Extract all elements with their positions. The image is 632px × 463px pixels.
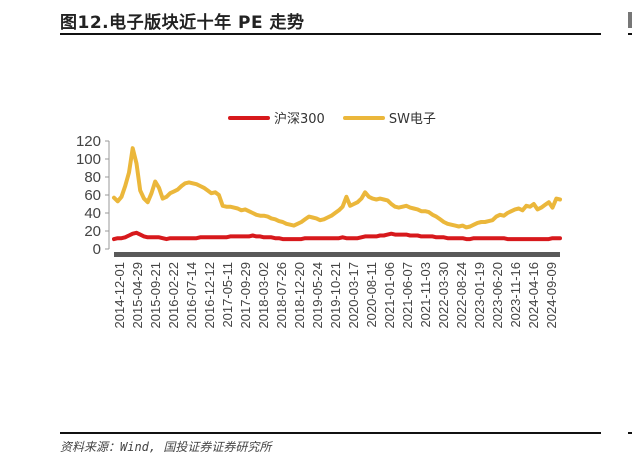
- x-tick-label: 2022-03-30: [436, 262, 451, 329]
- y-tick-label: 60: [84, 187, 101, 204]
- x-tick-label: 2014-12-01: [112, 262, 127, 329]
- x-tick-label: 2018-12-20: [292, 262, 307, 329]
- y-tick-label: 0: [93, 241, 101, 258]
- legend-label-csi300: 沪深300: [274, 112, 325, 127]
- x-tick-label: 2018-03-02: [256, 262, 271, 329]
- x-tick-label: 2015-04-29: [130, 262, 145, 329]
- y-tick-label: 120: [76, 133, 101, 150]
- x-tick-label: 2019-10-21: [328, 262, 343, 329]
- x-tick-label: 2017-09-29: [238, 262, 253, 329]
- y-tick-label: 80: [84, 169, 101, 186]
- footer-divider: [60, 432, 601, 434]
- x-tick-label: 2017-05-11: [220, 262, 235, 328]
- legend-swatch-csi300: [228, 115, 270, 120]
- title-divider: [60, 33, 601, 35]
- series-line-csi300: [112, 230, 562, 242]
- y-tick-label: 100: [76, 151, 101, 168]
- adjacent-figure-edge: [628, 12, 632, 28]
- y-tick-label: 20: [84, 223, 101, 240]
- adjacent-footer-divider: [628, 432, 632, 434]
- y-tick-label: 40: [84, 205, 101, 222]
- chart-legend: 沪深300 SW电子: [228, 108, 454, 127]
- x-tick-label: 2021-01-06: [382, 262, 397, 329]
- x-tick-label: 2020-08-11: [364, 262, 379, 328]
- x-tick-label: 2021-06-07: [400, 262, 415, 329]
- legend-item-sw-electronics: SW电子: [342, 108, 436, 127]
- x-tick-label: 2023-06-20: [490, 262, 505, 329]
- x-tick-label: 2020-03-17: [346, 262, 361, 329]
- legend-label-sw-electronics: SW电子: [388, 112, 436, 127]
- x-tick-label: 2024-09-09: [544, 262, 559, 329]
- x-tick-label: 2023-11-16: [508, 262, 523, 328]
- source-note: 资料来源：Wind, 国投证券证券研究所: [60, 440, 272, 454]
- x-tick-label: 2018-07-26: [274, 262, 289, 329]
- x-tick-label: 2016-07-14: [184, 262, 199, 329]
- x-tick-label: 2022-08-24: [454, 262, 469, 329]
- x-tick-label: 2023-01-19: [472, 262, 487, 329]
- x-axis-labels: 2014-12-01 2015-04-29 2015-09-21 2016-02-22…: [112, 262, 559, 329]
- x-axis-bar: [114, 252, 560, 257]
- x-tick-label: 2021-11-03: [418, 262, 433, 328]
- adjacent-title-divider: [628, 33, 632, 35]
- legend-swatch-sw-electronics: [342, 115, 385, 120]
- x-tick-label: 2016-12-12: [202, 262, 217, 329]
- series-layer: [112, 146, 562, 242]
- x-tick-label: 2016-02-22: [166, 262, 181, 329]
- figure-title: 图12.电子版块近十年 PE 走势: [60, 13, 305, 33]
- x-tick-label: 2015-09-21: [148, 262, 163, 329]
- series-line-sw-electronics: [112, 146, 562, 230]
- x-tick-label: 2024-04-16: [526, 262, 541, 329]
- x-tick-label: 2019-05-24: [310, 262, 325, 329]
- legend-item-csi300: 沪深300: [228, 108, 325, 127]
